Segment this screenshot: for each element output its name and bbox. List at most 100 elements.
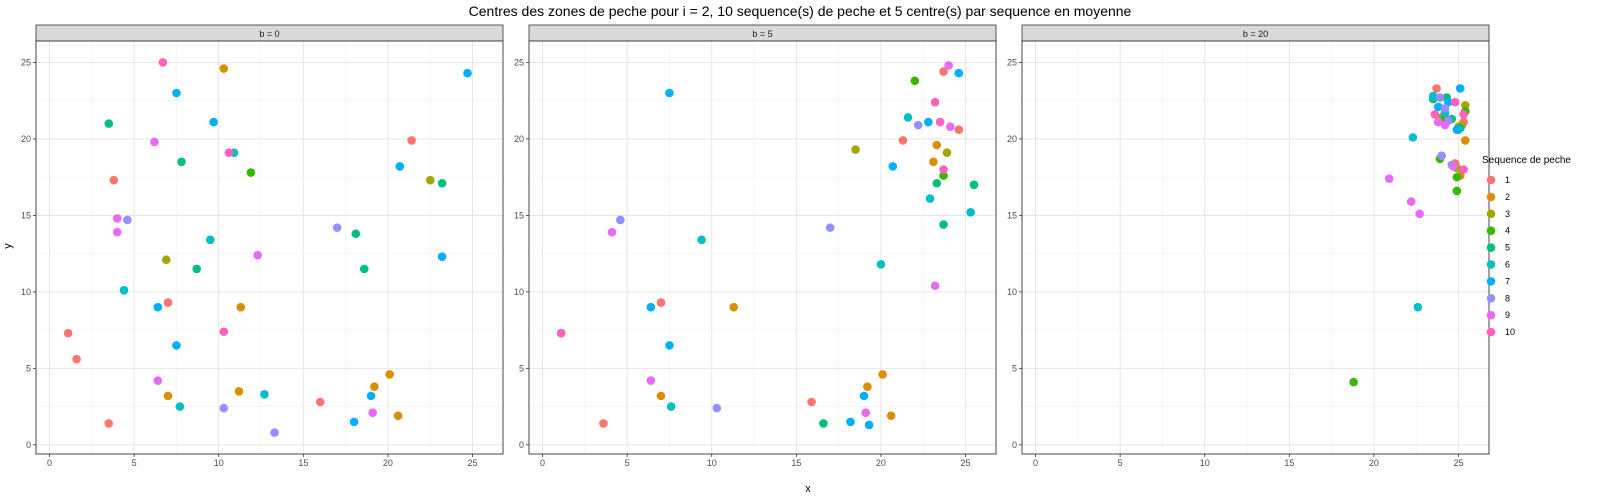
data-point xyxy=(939,171,948,180)
panel-background xyxy=(1022,41,1489,454)
data-point xyxy=(1435,93,1445,102)
data-point xyxy=(1430,110,1440,119)
x-tick-label: 10 xyxy=(214,458,224,468)
y-tick-label: 20 xyxy=(1007,134,1017,144)
data-point xyxy=(946,122,955,131)
legend-key xyxy=(1486,327,1496,337)
y-tick-label: 0 xyxy=(1012,440,1017,450)
data-point xyxy=(163,391,173,401)
data-point xyxy=(1452,186,1462,196)
data-point xyxy=(903,113,913,122)
data-point xyxy=(1440,120,1450,130)
x-tick-label: 5 xyxy=(1118,458,1123,468)
data-point xyxy=(153,376,163,385)
y-tick-label: 15 xyxy=(514,210,524,220)
legend-label: 8 xyxy=(1505,293,1510,303)
legend-key xyxy=(1486,192,1496,202)
legend-key xyxy=(1486,310,1496,320)
legend-key xyxy=(1486,226,1496,235)
data-point xyxy=(646,302,656,312)
x-axis-title: x xyxy=(805,483,811,495)
x-tick-label: 0 xyxy=(1033,458,1038,468)
data-point xyxy=(437,252,447,261)
data-point xyxy=(939,165,948,174)
data-point xyxy=(104,419,114,428)
data-point xyxy=(158,58,168,67)
y-tick-label: 15 xyxy=(21,210,31,220)
data-point xyxy=(234,386,244,396)
data-point xyxy=(260,390,269,399)
data-point xyxy=(425,175,435,185)
x-tick-label: 5 xyxy=(132,458,137,468)
y-tick-label: 0 xyxy=(519,440,524,450)
data-point xyxy=(205,235,215,245)
data-point xyxy=(393,411,403,421)
legend-label: 3 xyxy=(1505,209,1510,219)
data-point xyxy=(697,235,706,245)
data-point xyxy=(395,162,405,171)
x-tick-label: 15 xyxy=(791,458,801,468)
data-point xyxy=(246,168,256,177)
y-tick-label: 25 xyxy=(21,57,31,67)
legend-label: 10 xyxy=(1505,327,1515,337)
x-tick-label: 25 xyxy=(1454,458,1464,468)
data-point xyxy=(807,397,816,407)
data-point xyxy=(942,148,952,157)
y-tick-label: 5 xyxy=(1012,363,1017,373)
data-point xyxy=(1461,136,1470,145)
x-tick-label: 20 xyxy=(876,458,886,468)
data-point xyxy=(359,264,369,274)
data-point xyxy=(177,157,186,167)
data-point xyxy=(954,68,964,78)
data-point xyxy=(163,298,173,307)
data-point xyxy=(385,370,394,379)
data-point xyxy=(888,162,898,171)
data-point xyxy=(1384,174,1394,183)
data-point xyxy=(153,302,163,312)
data-point xyxy=(351,229,361,239)
data-point xyxy=(954,125,964,135)
y-tick-label: 15 xyxy=(1007,210,1017,220)
data-point xyxy=(929,157,938,167)
data-point xyxy=(366,391,376,401)
y-tick-label: 10 xyxy=(1007,287,1017,297)
data-point xyxy=(846,417,855,427)
data-point xyxy=(932,140,942,150)
data-point xyxy=(1437,151,1446,161)
data-point xyxy=(913,120,923,130)
data-point xyxy=(864,420,874,430)
data-point xyxy=(1459,165,1468,174)
panel-background xyxy=(529,41,996,454)
data-point xyxy=(1432,84,1441,93)
data-point xyxy=(1461,100,1470,110)
x-tick-label: 0 xyxy=(540,458,545,468)
data-point xyxy=(1459,110,1468,119)
chart-title: Centres des zones de peche pour i = 2, 1… xyxy=(469,3,1132,19)
data-point xyxy=(939,67,948,76)
y-tick-label: 25 xyxy=(1007,57,1017,67)
x-tick-label: 25 xyxy=(961,458,971,468)
data-point xyxy=(944,61,953,70)
data-point xyxy=(219,64,229,73)
data-point xyxy=(969,180,979,190)
x-tick-label: 15 xyxy=(1284,458,1294,468)
facet-strip-label: b = 5 xyxy=(752,29,772,39)
data-point xyxy=(886,411,896,421)
data-point xyxy=(224,148,234,157)
data-point xyxy=(599,419,608,428)
data-point xyxy=(315,397,325,407)
data-point xyxy=(556,328,566,338)
data-point xyxy=(729,302,739,312)
facet-panels: b = 0 0 5 10 15 20 25 0 5 10 15 20 25 b = 5 0 5 10 15 20 25… xyxy=(21,24,1490,468)
y-tick-label: 10 xyxy=(21,287,31,297)
legend-key xyxy=(1486,277,1496,286)
data-point xyxy=(935,117,945,127)
data-point xyxy=(1450,97,1460,107)
data-point xyxy=(1408,133,1418,142)
data-point xyxy=(123,215,132,225)
y-tick-label: 10 xyxy=(514,287,524,297)
data-point xyxy=(463,68,472,78)
data-point xyxy=(1452,172,1462,182)
data-point xyxy=(656,391,666,401)
data-point xyxy=(368,408,378,418)
